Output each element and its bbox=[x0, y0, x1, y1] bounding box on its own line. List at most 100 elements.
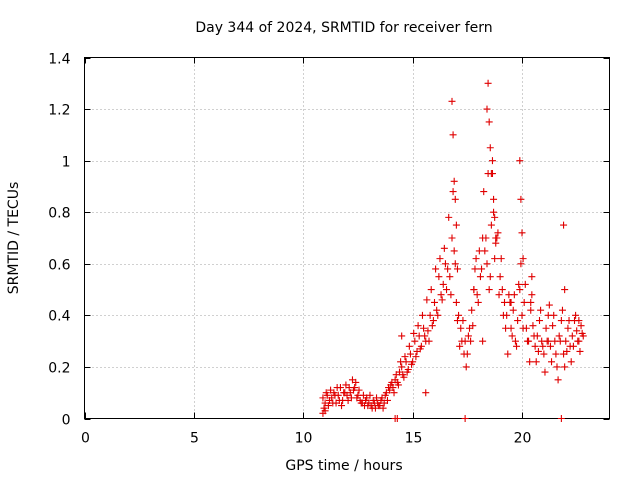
data-point bbox=[333, 384, 341, 392]
data-point bbox=[375, 402, 383, 410]
data-point bbox=[397, 358, 405, 366]
data-point bbox=[440, 244, 448, 252]
data-point bbox=[485, 118, 493, 126]
data-point bbox=[528, 291, 536, 299]
chart-title: Day 344 of 2024, SRMTID for receiver fer… bbox=[195, 20, 492, 36]
data-point bbox=[518, 229, 526, 237]
data-point bbox=[565, 317, 573, 325]
data-point bbox=[386, 386, 394, 394]
data-point bbox=[560, 221, 568, 229]
data-point bbox=[513, 342, 521, 350]
data-point bbox=[480, 188, 488, 196]
data-point bbox=[534, 347, 542, 355]
data-point bbox=[388, 378, 396, 386]
data-point bbox=[433, 306, 441, 314]
gridlines bbox=[84, 57, 610, 419]
data-point bbox=[460, 350, 468, 358]
data-point bbox=[461, 415, 469, 422]
data-point bbox=[438, 296, 446, 304]
data-point bbox=[451, 260, 459, 268]
data-point bbox=[434, 311, 442, 319]
data-point bbox=[348, 376, 356, 384]
data-point bbox=[421, 332, 429, 340]
data-point bbox=[470, 286, 478, 294]
data-point bbox=[475, 247, 483, 255]
data-point bbox=[468, 306, 476, 314]
data-point bbox=[476, 273, 484, 281]
data-point bbox=[425, 337, 433, 345]
data-point bbox=[410, 329, 418, 337]
data-point bbox=[486, 144, 494, 152]
data-point bbox=[519, 324, 527, 332]
x-axis-label: GPS time / hours bbox=[285, 458, 402, 474]
data-point bbox=[567, 358, 575, 366]
data-point bbox=[554, 376, 562, 384]
data-point bbox=[457, 324, 465, 332]
data-point bbox=[379, 404, 387, 412]
data-point bbox=[344, 396, 352, 404]
data-point bbox=[373, 394, 381, 402]
data-point bbox=[319, 394, 327, 402]
data-point bbox=[520, 298, 528, 306]
data-point bbox=[428, 322, 436, 330]
data-point bbox=[519, 255, 527, 263]
data-point bbox=[443, 286, 451, 294]
data-points bbox=[319, 79, 587, 422]
data-point bbox=[540, 350, 548, 358]
data-point bbox=[575, 317, 583, 325]
data-point bbox=[563, 347, 571, 355]
data-point bbox=[546, 342, 554, 350]
data-point bbox=[346, 389, 354, 397]
data-point bbox=[370, 399, 378, 407]
data-point bbox=[453, 265, 461, 273]
data-point bbox=[484, 79, 492, 87]
data-point bbox=[431, 298, 438, 306]
data-point bbox=[322, 389, 330, 397]
data-point bbox=[362, 396, 370, 404]
data-point bbox=[578, 329, 586, 337]
data-point bbox=[426, 311, 434, 319]
data-point bbox=[473, 291, 481, 299]
data-point bbox=[487, 221, 495, 229]
data-point bbox=[516, 286, 524, 294]
data-point bbox=[483, 260, 491, 268]
data-point bbox=[478, 265, 486, 273]
data-point bbox=[452, 221, 460, 229]
data-point bbox=[518, 311, 526, 319]
data-point bbox=[394, 381, 402, 389]
data-point bbox=[498, 286, 506, 294]
data-point bbox=[536, 317, 543, 325]
data-point bbox=[390, 389, 398, 397]
data-point bbox=[526, 358, 534, 366]
data-point bbox=[485, 286, 493, 294]
data-point bbox=[446, 273, 454, 281]
data-point bbox=[541, 368, 549, 376]
data-point bbox=[445, 213, 453, 221]
data-point bbox=[549, 322, 557, 330]
data-point bbox=[569, 342, 577, 350]
data-point bbox=[510, 291, 518, 299]
data-point bbox=[342, 381, 350, 389]
data-point bbox=[327, 386, 335, 394]
data-point bbox=[576, 347, 584, 355]
data-point bbox=[527, 306, 535, 314]
x-tick-label: 15 bbox=[405, 431, 423, 447]
data-point bbox=[398, 363, 406, 371]
data-point bbox=[558, 306, 566, 314]
data-point bbox=[523, 337, 531, 345]
y-tick-label: 1.2 bbox=[48, 103, 70, 119]
data-point bbox=[568, 332, 576, 340]
y-axis-label: SRMTID / TECUs bbox=[6, 182, 22, 295]
x-tick-label: 20 bbox=[514, 431, 532, 447]
data-point bbox=[573, 327, 581, 335]
data-point bbox=[511, 337, 519, 345]
data-point bbox=[502, 324, 510, 332]
data-point bbox=[552, 350, 560, 358]
data-point bbox=[335, 396, 343, 404]
data-point bbox=[412, 353, 420, 361]
data-point bbox=[483, 105, 491, 113]
data-point bbox=[517, 195, 525, 203]
data-point bbox=[427, 286, 435, 294]
data-point bbox=[574, 337, 582, 345]
data-point bbox=[393, 415, 401, 422]
